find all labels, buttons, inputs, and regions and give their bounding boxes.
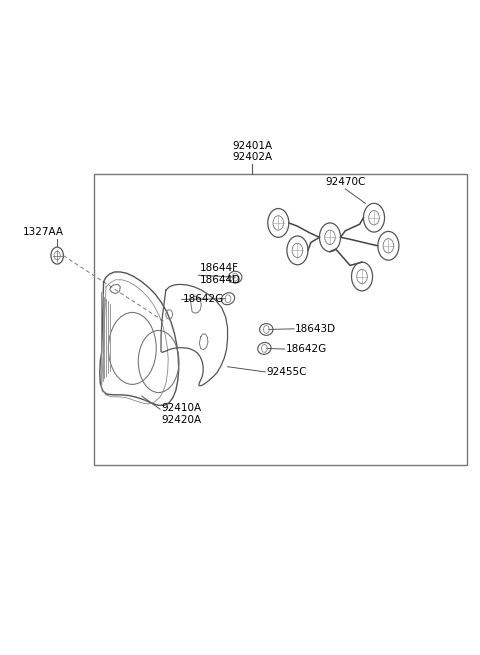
Text: 18643D: 18643D <box>295 324 336 334</box>
Text: 18642G: 18642G <box>286 344 327 354</box>
Text: 18642G: 18642G <box>182 294 224 305</box>
Text: 92401A
92402A: 92401A 92402A <box>232 141 272 162</box>
Text: 92455C: 92455C <box>266 367 307 377</box>
Text: 18644F
18644D: 18644F 18644D <box>199 263 240 285</box>
Text: 1327AA: 1327AA <box>23 227 64 237</box>
Text: 92410A
92420A: 92410A 92420A <box>161 403 201 424</box>
Text: 92470C: 92470C <box>325 177 365 187</box>
